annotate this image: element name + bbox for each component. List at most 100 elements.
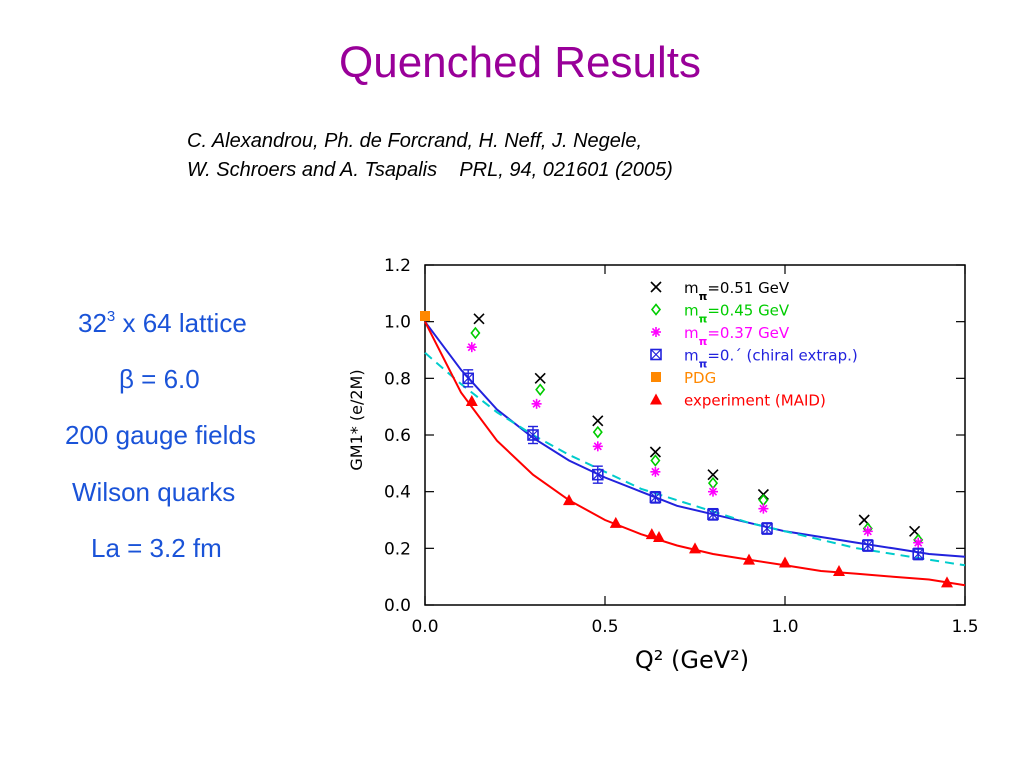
marker-stroke bbox=[593, 442, 602, 451]
citation: C. Alexandrou, Ph. de Forcrand, H. Neff,… bbox=[187, 127, 673, 185]
y-tick-label: 0.2 bbox=[384, 539, 411, 559]
marker-shape bbox=[833, 565, 845, 576]
marker-shape bbox=[653, 531, 665, 542]
y-tick-label: 1.0 bbox=[384, 313, 411, 333]
marker-stroke bbox=[592, 415, 604, 427]
x-tick-label: 0.0 bbox=[411, 617, 438, 637]
legend-marker bbox=[651, 372, 661, 382]
lattice-exponent: 3 bbox=[106, 308, 116, 325]
marker-shape bbox=[761, 522, 773, 535]
citation-line-1: C. Alexandrou, Ph. de Forcrand, H. Neff,… bbox=[187, 130, 643, 152]
data-point bbox=[650, 466, 661, 477]
marker-stroke bbox=[707, 469, 719, 481]
data-point bbox=[707, 508, 719, 521]
marker-shape bbox=[650, 303, 662, 316]
legend-marker bbox=[650, 348, 662, 361]
legend-label: PDG bbox=[684, 369, 716, 387]
y-tick-label: 0.6 bbox=[384, 426, 411, 446]
marker-shape bbox=[650, 393, 662, 405]
marker-stroke bbox=[532, 399, 541, 408]
data-point bbox=[534, 372, 546, 384]
marker-stroke bbox=[473, 313, 485, 325]
marker-stroke bbox=[592, 469, 604, 481]
data-point bbox=[609, 516, 622, 528]
marker-stroke bbox=[649, 446, 661, 458]
legend-label: mπ=0.51 GeV bbox=[684, 279, 790, 303]
marker-shape bbox=[651, 372, 661, 382]
marker-shape bbox=[707, 508, 719, 521]
marker-stroke bbox=[651, 467, 660, 476]
marker-stroke bbox=[649, 491, 661, 503]
marker-stroke bbox=[863, 527, 872, 536]
marker-stroke bbox=[912, 548, 924, 560]
marker-stroke bbox=[462, 372, 474, 384]
data-point bbox=[462, 372, 475, 385]
data-point bbox=[531, 398, 542, 409]
marker-shape bbox=[645, 528, 658, 540]
marker-stroke bbox=[862, 540, 874, 551]
data-point bbox=[708, 486, 718, 497]
fit-curve bbox=[424, 352, 966, 567]
quark-type: Wilson quarks bbox=[72, 477, 236, 507]
lattice-rest: x 64 lattice bbox=[115, 308, 247, 338]
marker-shape bbox=[912, 548, 925, 560]
data-point bbox=[473, 313, 485, 325]
data-point bbox=[833, 565, 845, 576]
marker-shape bbox=[591, 468, 604, 481]
marker-shape bbox=[462, 372, 475, 385]
beta-value: β = 6.0 bbox=[119, 364, 200, 394]
data-point bbox=[707, 469, 719, 481]
marker-shape bbox=[779, 556, 791, 568]
x-tick-label: 0.5 bbox=[591, 617, 618, 637]
data-point bbox=[563, 494, 575, 506]
data-point bbox=[535, 383, 546, 396]
marker-stroke bbox=[651, 327, 661, 337]
data-point bbox=[527, 429, 539, 441]
data-point bbox=[861, 539, 874, 552]
gauge-fields: 200 gauge fields bbox=[65, 420, 256, 450]
data-point bbox=[941, 576, 953, 588]
citation-line-2: W. Schroers and A. Tsapalis PRL, 94, 021… bbox=[187, 159, 673, 181]
data-point bbox=[743, 553, 755, 565]
legend-marker bbox=[650, 303, 662, 316]
marker-stroke bbox=[707, 508, 719, 520]
legend-label: mπ=0.45 GeV bbox=[684, 302, 790, 326]
marker-shape bbox=[861, 539, 874, 552]
data-point bbox=[420, 311, 430, 321]
marker-stroke bbox=[761, 523, 773, 534]
fit-curve bbox=[424, 321, 966, 558]
y-tick-label: 0.0 bbox=[384, 596, 411, 616]
data-point bbox=[653, 531, 665, 542]
data-point bbox=[592, 425, 603, 439]
data-point bbox=[465, 395, 478, 406]
marker-shape bbox=[941, 576, 953, 588]
x-tick-label: 1.0 bbox=[771, 617, 798, 637]
data-point bbox=[592, 415, 604, 427]
data-point bbox=[761, 522, 773, 535]
legend-marker bbox=[651, 327, 661, 337]
marker-stroke bbox=[914, 538, 923, 547]
marker-shape bbox=[609, 516, 622, 528]
data-point bbox=[649, 491, 662, 504]
legend-label: experiment (MAID) bbox=[684, 392, 826, 410]
y-axis-label: GM1* (e/2M) bbox=[347, 369, 366, 470]
data-point bbox=[470, 326, 481, 340]
legend-marker bbox=[650, 281, 662, 293]
data-points bbox=[420, 311, 953, 588]
data-point bbox=[592, 441, 603, 452]
x-tick-label: 1.5 bbox=[951, 617, 978, 637]
marker-shape bbox=[689, 542, 701, 554]
data-point bbox=[912, 548, 925, 560]
marker-shape bbox=[470, 326, 481, 340]
axis-ticks: 0.0 0.2 0.4 0.6 0.8 1.0 1.2 0.0 0.5 1.0 1.5 bbox=[384, 256, 979, 637]
data-point bbox=[779, 556, 791, 568]
marker-stroke bbox=[708, 487, 718, 496]
marker-shape bbox=[535, 383, 546, 396]
marker-shape bbox=[563, 494, 575, 506]
marker-stroke bbox=[858, 514, 870, 526]
y-tick-label: 0.8 bbox=[384, 369, 411, 389]
marker-shape bbox=[420, 311, 430, 321]
marker-shape bbox=[527, 429, 539, 441]
